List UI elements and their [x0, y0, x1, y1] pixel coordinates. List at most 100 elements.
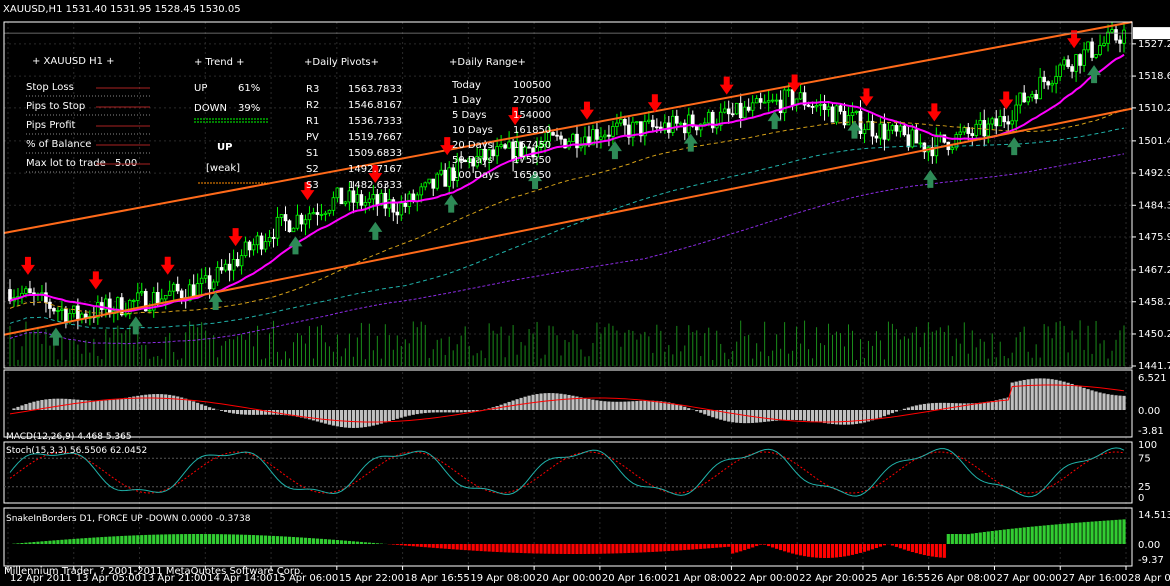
candle-body: [104, 298, 108, 310]
price-tick-label: 1527.20: [1138, 39, 1170, 50]
buy-arrow-marker: [528, 171, 543, 190]
candle-body: [575, 133, 579, 149]
buy-arrow-marker: [1007, 137, 1022, 156]
macd-panel[interactable]: [3, 369, 1133, 438]
candle-body: [299, 214, 304, 225]
candle-body: [108, 298, 112, 315]
candle-body: [986, 123, 991, 137]
candle-body: [447, 167, 452, 187]
info-row-label: % of Balance: [26, 139, 91, 150]
candle-body: [239, 255, 244, 267]
candle-body: [627, 124, 631, 138]
pivot-label: S1: [306, 148, 319, 159]
candle-body: [730, 113, 735, 116]
candle-body: [786, 89, 791, 92]
candle-body: [710, 111, 715, 129]
buy-arrow-marker: [444, 194, 459, 213]
candle-body: [551, 132, 555, 136]
candle-body: [327, 209, 332, 214]
candle-body: [830, 106, 835, 123]
candle-body: [96, 302, 100, 319]
price-panel[interactable]: [3, 21, 1133, 566]
snake-tick-label: 14.5131: [1138, 510, 1170, 521]
candle-body: [331, 197, 336, 211]
candle-body: [1034, 93, 1038, 100]
channel-lower-line: [3, 107, 1133, 336]
candle-body: [874, 135, 879, 139]
candle-body: [678, 122, 683, 125]
candle-body: [163, 294, 168, 300]
candle-body: [491, 149, 495, 157]
candle-body: [279, 214, 284, 218]
stoch-tick-label: 100: [1138, 440, 1157, 451]
candle-body: [734, 102, 739, 115]
candle-body: [1062, 59, 1066, 66]
snake-panel[interactable]: [3, 507, 1133, 567]
candle-body: [179, 290, 184, 299]
time-tick-label: 12 Apr 2011: [10, 573, 72, 584]
snake-title: SnakeInBorders D1, FORCE UP -DOWN 0.0000…: [6, 514, 251, 524]
candle-body: [147, 309, 152, 312]
stoch-main-line: [9, 447, 1125, 498]
trend-big-signal: UP: [217, 142, 232, 153]
candle-body: [243, 241, 248, 257]
time-tick-label: 15 Apr 22:00: [339, 573, 404, 584]
candle-body: [762, 101, 767, 104]
stoch-signal-line: [9, 451, 1125, 494]
candle-body: [746, 106, 751, 111]
candle-body: [882, 123, 887, 140]
candle-body: [375, 194, 380, 206]
range-label: 100 Days: [452, 170, 499, 181]
trend-down-label: DOWN: [194, 103, 227, 114]
info-row-label: Pips to Stop: [26, 101, 85, 112]
info-symbol: + XAUUSD H1 +: [32, 56, 115, 67]
candle-body: [726, 108, 731, 115]
candle-body: [910, 129, 915, 148]
candle-body: [834, 105, 839, 123]
candle-body: [1018, 92, 1022, 106]
stoch-tick-label: 75: [1138, 453, 1151, 464]
snake-tick-label: 0.00: [1138, 540, 1160, 551]
candle-body: [563, 138, 567, 149]
pivot-value: 1519.7667: [348, 132, 402, 143]
candle-body: [311, 212, 316, 215]
candle-body: [990, 118, 995, 125]
candle-body: [359, 194, 364, 206]
candle-body: [559, 135, 563, 140]
candle-body: [766, 100, 771, 103]
candle-body: [798, 92, 803, 100]
range-value: 161850: [513, 125, 551, 136]
price-tick-label: 1475.95: [1138, 232, 1170, 243]
candle-body: [119, 297, 124, 316]
snake-frame: [3, 507, 1133, 567]
stochastic-panel[interactable]: [3, 441, 1133, 504]
candle-body: [854, 110, 859, 114]
candle-body: [894, 125, 899, 132]
pivot-label: R3: [306, 84, 319, 95]
macd-tick-label: 6.521: [1138, 373, 1167, 384]
time-tick-label: 26 Apr 08:00: [931, 573, 996, 584]
buy-arrow-marker: [208, 291, 223, 310]
candle-body: [455, 158, 459, 181]
range-label: Today: [451, 80, 481, 91]
candle-body: [1074, 54, 1078, 72]
candle-body: [663, 122, 667, 131]
candle-body: [171, 283, 176, 292]
candle-body: [1106, 31, 1110, 44]
macd-title: MACD(12,26,9) 4.468 5.365: [6, 432, 132, 442]
candle-body: [782, 89, 787, 114]
slow-ma-cyan: [9, 127, 1125, 330]
range-title: +Daily Range+: [449, 57, 526, 68]
candle-body: [1078, 54, 1082, 66]
candle-body: [479, 148, 483, 157]
price-tick-label: 1467.20: [1138, 265, 1170, 276]
candle-body: [383, 192, 388, 209]
candle-body: [231, 259, 236, 271]
candle-body: [303, 219, 308, 225]
candle-body: [1122, 29, 1126, 44]
candle-body: [671, 115, 675, 133]
candle-body: [974, 123, 979, 136]
candle-body: [1038, 76, 1042, 100]
candle-body: [934, 134, 939, 157]
macd-tick-label: 0.00: [1138, 406, 1160, 417]
